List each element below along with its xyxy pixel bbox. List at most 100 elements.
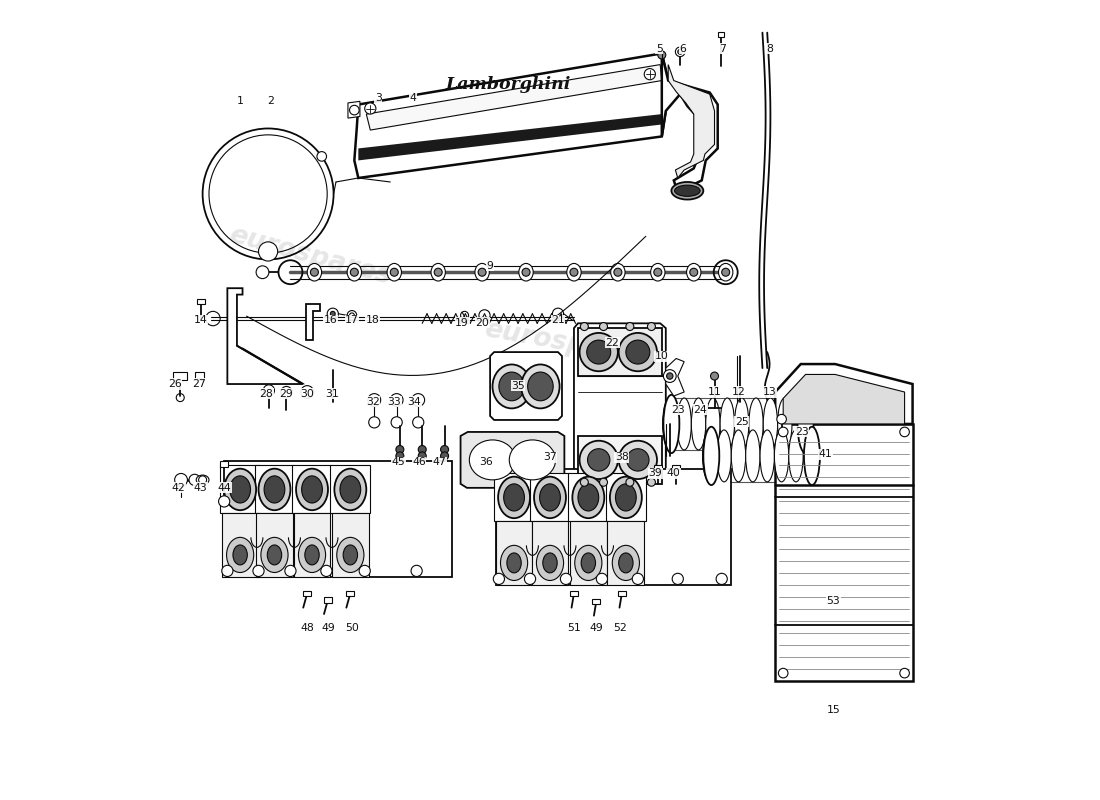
Ellipse shape — [307, 263, 321, 281]
Ellipse shape — [692, 398, 706, 450]
Text: 39: 39 — [649, 469, 662, 478]
Text: 50: 50 — [345, 623, 359, 634]
Ellipse shape — [196, 475, 209, 485]
Circle shape — [525, 574, 536, 585]
Bar — [496, 522, 532, 586]
Text: 9: 9 — [486, 261, 494, 271]
Circle shape — [722, 268, 729, 276]
Circle shape — [258, 242, 277, 261]
Ellipse shape — [499, 372, 525, 401]
Bar — [332, 514, 368, 578]
Text: 46: 46 — [412, 458, 426, 467]
Ellipse shape — [671, 182, 703, 199]
Ellipse shape — [475, 263, 490, 281]
Polygon shape — [359, 114, 662, 161]
Ellipse shape — [387, 263, 402, 281]
Bar — [197, 299, 205, 304]
Circle shape — [716, 574, 727, 585]
Bar — [569, 474, 608, 522]
Text: 17: 17 — [345, 315, 359, 325]
Text: 42: 42 — [172, 483, 186, 493]
Ellipse shape — [233, 545, 248, 565]
Ellipse shape — [258, 469, 290, 510]
Text: 24: 24 — [693, 405, 707, 414]
Text: 11: 11 — [707, 387, 722, 397]
Circle shape — [648, 478, 656, 486]
Bar — [717, 32, 724, 37]
Circle shape — [653, 268, 662, 276]
Text: 15: 15 — [826, 705, 840, 715]
Circle shape — [300, 386, 313, 398]
Ellipse shape — [586, 340, 611, 364]
Text: 32: 32 — [366, 397, 379, 406]
Bar — [173, 372, 187, 380]
Ellipse shape — [774, 430, 789, 482]
Circle shape — [672, 574, 683, 585]
Ellipse shape — [537, 546, 563, 581]
Polygon shape — [354, 54, 668, 178]
Bar — [220, 466, 260, 514]
Ellipse shape — [732, 430, 746, 482]
Ellipse shape — [662, 398, 676, 450]
Polygon shape — [783, 374, 904, 424]
Text: Lamborghini: Lamborghini — [446, 76, 571, 93]
Text: 34: 34 — [407, 397, 421, 406]
Ellipse shape — [676, 398, 692, 450]
Circle shape — [900, 427, 910, 437]
Circle shape — [411, 394, 425, 406]
Ellipse shape — [264, 476, 285, 503]
Polygon shape — [668, 65, 715, 178]
Circle shape — [263, 385, 275, 396]
Text: 25: 25 — [735, 417, 748, 426]
Circle shape — [779, 668, 788, 678]
Ellipse shape — [703, 430, 717, 482]
Text: eurospares: eurospares — [482, 317, 650, 371]
Circle shape — [219, 496, 230, 507]
Circle shape — [600, 322, 607, 330]
Ellipse shape — [296, 469, 328, 510]
Circle shape — [367, 394, 381, 406]
Text: 53: 53 — [826, 596, 840, 606]
Ellipse shape — [610, 263, 625, 281]
Text: 22: 22 — [605, 338, 619, 347]
Text: 16: 16 — [323, 315, 338, 325]
Text: 47: 47 — [433, 458, 447, 467]
Ellipse shape — [618, 333, 657, 371]
Circle shape — [632, 574, 644, 585]
Ellipse shape — [261, 538, 288, 573]
Polygon shape — [578, 436, 662, 484]
Bar — [324, 598, 332, 603]
Ellipse shape — [507, 553, 521, 573]
Ellipse shape — [500, 546, 528, 581]
Polygon shape — [461, 432, 564, 488]
Ellipse shape — [534, 477, 566, 518]
Polygon shape — [307, 304, 320, 340]
Text: 30: 30 — [300, 389, 315, 398]
Text: 37: 37 — [543, 453, 557, 462]
Bar — [570, 591, 578, 597]
Ellipse shape — [542, 553, 558, 573]
Ellipse shape — [521, 365, 560, 408]
Bar — [570, 522, 607, 586]
Circle shape — [253, 566, 264, 577]
Bar — [224, 462, 452, 578]
Text: 33: 33 — [387, 397, 402, 406]
Text: 40: 40 — [667, 469, 681, 478]
Ellipse shape — [224, 469, 256, 510]
Text: 18: 18 — [366, 315, 379, 325]
Ellipse shape — [587, 449, 609, 471]
Circle shape — [441, 452, 449, 460]
Text: 26: 26 — [168, 379, 182, 389]
Circle shape — [222, 566, 233, 577]
Circle shape — [614, 268, 622, 276]
Ellipse shape — [575, 546, 602, 581]
Bar — [531, 522, 569, 586]
Circle shape — [493, 574, 505, 585]
Circle shape — [779, 427, 788, 437]
Bar — [653, 466, 662, 470]
Ellipse shape — [572, 477, 604, 518]
Text: 52: 52 — [614, 623, 627, 634]
Bar — [672, 466, 680, 470]
Circle shape — [418, 452, 426, 460]
Circle shape — [365, 103, 376, 114]
